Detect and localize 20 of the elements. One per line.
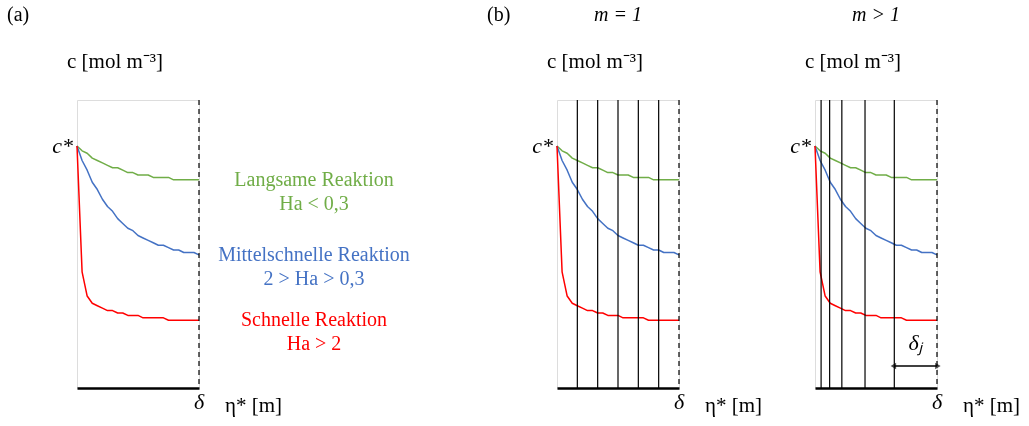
text: δ (193, 389, 205, 414)
text: Schnelle Reaktion Ha > 2 (240, 308, 388, 355)
x-axis-title: η* [m] (705, 393, 763, 417)
y-axis-title: c [mol m⁻³] (805, 49, 902, 73)
text: c* (532, 132, 553, 158)
text: c* (790, 132, 811, 158)
y-axis-title: c [mol m⁻³] (67, 49, 164, 73)
chart-title: (b) (487, 3, 511, 26)
x-axis-title: η* [m] (963, 393, 1021, 417)
text: δ (931, 389, 943, 414)
text: δ (673, 389, 685, 414)
text: c* (52, 132, 73, 158)
annotation: δⱼ (908, 330, 924, 356)
chart-subtitle: m > 1 (852, 3, 900, 25)
series-label: Mittelschnelle Reaktion 2 > Ha > 0,3 (218, 242, 410, 289)
y-axis-title: c [mol m⁻³] (547, 49, 644, 73)
x-axis-title: η* [m] (225, 393, 283, 417)
chart-subtitle: m = 1 (594, 3, 642, 25)
series-label: Langsame Reaktion Ha < 0,3 (234, 167, 394, 214)
chart-title: (a) (7, 3, 30, 26)
